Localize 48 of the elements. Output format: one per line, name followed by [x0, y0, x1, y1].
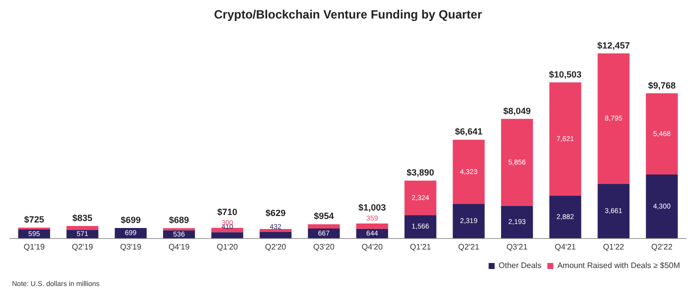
x-tick-label: Q2'20	[265, 242, 287, 252]
bar	[501, 206, 533, 238]
total-label: $1,003	[358, 202, 386, 212]
bar	[260, 232, 292, 238]
bar	[646, 93, 678, 175]
total-label: $835	[72, 212, 92, 223]
total-label: $629	[266, 208, 286, 218]
x-tick-label: Q4'20	[362, 242, 384, 252]
bar	[404, 180, 436, 216]
x-tick-label: Q1'22	[603, 242, 625, 252]
bar	[646, 174, 678, 238]
x-tick-label: Q1'19	[24, 242, 46, 252]
bar	[404, 215, 436, 238]
x-tick-label: Q1'21	[410, 242, 432, 252]
total-label: $10,503	[549, 69, 582, 80]
bar	[356, 224, 388, 229]
bar	[308, 224, 340, 228]
bar	[549, 82, 582, 196]
bar	[452, 140, 485, 204]
bar	[501, 118, 533, 206]
legend-label: Other Deals	[498, 261, 542, 270]
x-tick-label: Q3'19	[120, 242, 142, 252]
total-label: $6,641	[454, 126, 482, 137]
x-tick-label: Q1'20	[216, 242, 238, 252]
total-label: $699	[120, 215, 141, 225]
x-tick-label: Q4'19	[168, 242, 190, 252]
bar	[549, 196, 582, 238]
x-tick-label: Q2'21	[458, 242, 480, 252]
chart-title: Crypto/Blockchain Venture Funding by Quarter	[214, 8, 482, 22]
x-tick-label: Q2'22	[651, 242, 673, 252]
bar	[260, 229, 292, 232]
bar	[598, 53, 630, 184]
total-label: $12,457	[597, 40, 630, 50]
x-tick-label: Q3'20	[313, 242, 335, 252]
total-label: $710	[217, 206, 238, 217]
bar	[598, 184, 630, 238]
x-tick-label: Q4'21	[554, 242, 576, 252]
x-tick-label: Q3'21	[506, 242, 528, 252]
total-label: $9,768	[648, 80, 676, 90]
x-tick-label: Q2'19	[72, 242, 94, 252]
total-label: $8,049	[503, 106, 531, 116]
legend-label: Amount Raised with Deals ≥ $50M	[557, 261, 680, 270]
total-label: $3,890	[406, 168, 434, 178]
total-label: $954	[314, 211, 334, 222]
bar	[452, 204, 485, 238]
bar	[66, 226, 98, 230]
total-label: $725	[24, 214, 44, 225]
total-label: $689	[168, 215, 190, 226]
